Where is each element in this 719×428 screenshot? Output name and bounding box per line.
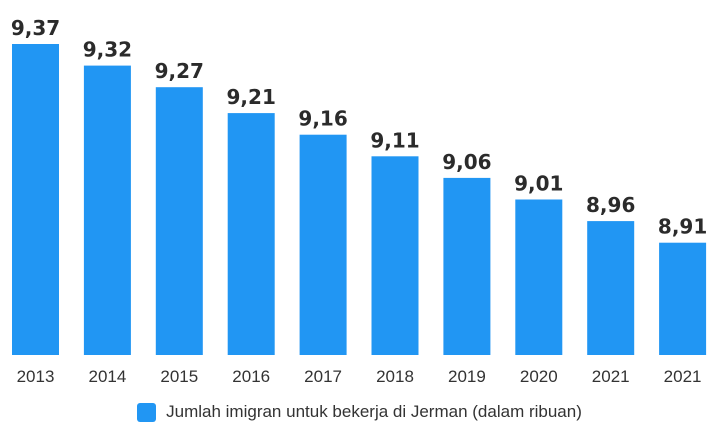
bar-6 bbox=[443, 177, 491, 355]
legend: Jumlah imigran untuk bekerja di Jerman (… bbox=[0, 402, 719, 422]
bar-8 bbox=[587, 221, 635, 355]
bar-value-label-6: 9,06 bbox=[442, 150, 491, 174]
bar-value-label-4: 9,16 bbox=[298, 107, 347, 131]
bar-value-label-2: 9,27 bbox=[155, 59, 204, 83]
x-tick-label-2: 2015 bbox=[160, 367, 198, 386]
bar-value-label-1: 9,32 bbox=[83, 38, 132, 62]
x-tick-label-9: 2021 bbox=[664, 367, 702, 386]
legend-label: Jumlah imigran untuk bekerja di Jerman (… bbox=[166, 402, 582, 421]
x-tick-label-5: 2018 bbox=[376, 367, 414, 386]
x-tick-label-3: 2016 bbox=[232, 367, 270, 386]
bar-value-label-8: 8,96 bbox=[586, 193, 635, 217]
x-tick-label-4: 2017 bbox=[304, 367, 342, 386]
legend-swatch bbox=[137, 402, 157, 422]
bar-4 bbox=[299, 134, 347, 355]
bar-1 bbox=[83, 65, 131, 355]
x-tick-label-1: 2014 bbox=[88, 367, 126, 386]
bar-value-label-0: 9,37 bbox=[11, 16, 60, 40]
bar-9 bbox=[659, 242, 707, 355]
bar-0 bbox=[12, 44, 59, 355]
x-tick-label-8: 2021 bbox=[592, 367, 630, 386]
x-tick-label-7: 2020 bbox=[520, 367, 558, 386]
bar-value-label-3: 9,21 bbox=[227, 85, 276, 109]
x-tick-label-0: 2013 bbox=[17, 367, 55, 386]
bar-value-label-7: 9,01 bbox=[514, 172, 563, 196]
bar-3 bbox=[227, 113, 275, 355]
bar-value-label-9: 8,91 bbox=[658, 215, 707, 239]
bar-value-label-5: 9,11 bbox=[370, 128, 419, 152]
bar-7 bbox=[515, 199, 563, 355]
bar-2 bbox=[155, 87, 203, 355]
bar-5 bbox=[371, 156, 419, 355]
x-tick-label-6: 2019 bbox=[448, 367, 486, 386]
